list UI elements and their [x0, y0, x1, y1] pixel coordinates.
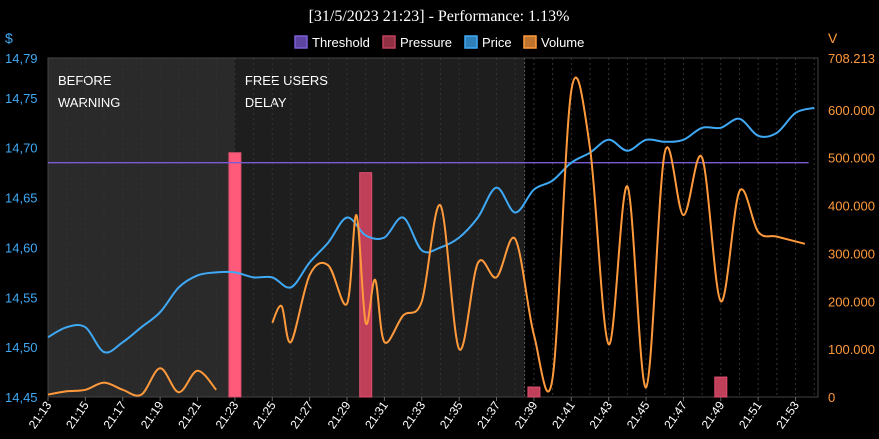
y-left-tick: 14,60: [5, 240, 38, 255]
y-right-tick: 100.000: [828, 342, 875, 357]
pressure-bar: [527, 386, 541, 398]
pressure-bar: [714, 376, 728, 398]
y-left-tick: 14,50: [5, 340, 38, 355]
legend-label: Volume: [541, 35, 584, 50]
band-label: WARNING: [58, 95, 120, 110]
legend-swatch: [523, 35, 537, 49]
volume-line: [271, 76, 806, 393]
volume-line: [47, 367, 217, 397]
y-right-tick: 500.000: [828, 151, 875, 166]
band-label: BEFORE: [58, 73, 112, 88]
y-left-tick: 14,70: [5, 141, 38, 156]
legend-label: Pressure: [400, 35, 452, 50]
series-lines: [47, 76, 815, 397]
y-left-tick: 14,75: [5, 91, 38, 106]
y-left-ticks: 14,79 14,75 14,70 14,65 14,60 14,55 14,50 14,45: [5, 51, 38, 405]
plot-frame: [47, 57, 819, 398]
legend-label: Price: [482, 35, 512, 50]
y-right-tick: 600.000: [828, 103, 875, 118]
y-right-tick: 0: [828, 390, 835, 405]
y-right-tick: 400.000: [828, 199, 875, 214]
legend-swatch: [464, 35, 478, 49]
legend-swatch: [294, 35, 308, 49]
legend: Threshold Pressure Price Volume: [294, 35, 584, 50]
y-right-unit: V: [828, 30, 838, 46]
y-left-unit: $: [5, 30, 13, 46]
chart-title: [31/5/2023 21:23] - Performance: 1.13%: [309, 8, 570, 25]
legend-swatch: [382, 35, 396, 49]
band-label: DELAY: [245, 95, 287, 110]
pressure-bar: [359, 172, 373, 398]
pressure-bars: [228, 152, 728, 398]
y-left-tick: 14,65: [5, 191, 38, 206]
y-right-tick: 300.000: [828, 246, 875, 261]
y-left-tick: 14,79: [5, 51, 38, 66]
band-2: [234, 58, 525, 397]
pressure-bar: [228, 152, 242, 398]
axes: [47, 57, 819, 398]
y-right-ticks: 708.213 600.000 500.000 400.000 300.000 200.0…: [828, 51, 875, 405]
y-left-tick: 14,45: [5, 390, 38, 405]
grid: [66, 58, 815, 397]
y-right-tick: 708.213: [828, 51, 875, 66]
price-line: [47, 106, 815, 354]
y-left-tick: 14,55: [5, 290, 38, 305]
band-label: FREE USERS: [245, 73, 328, 88]
y-right-tick: 200.000: [828, 294, 875, 309]
legend-label: Threshold: [312, 35, 370, 50]
